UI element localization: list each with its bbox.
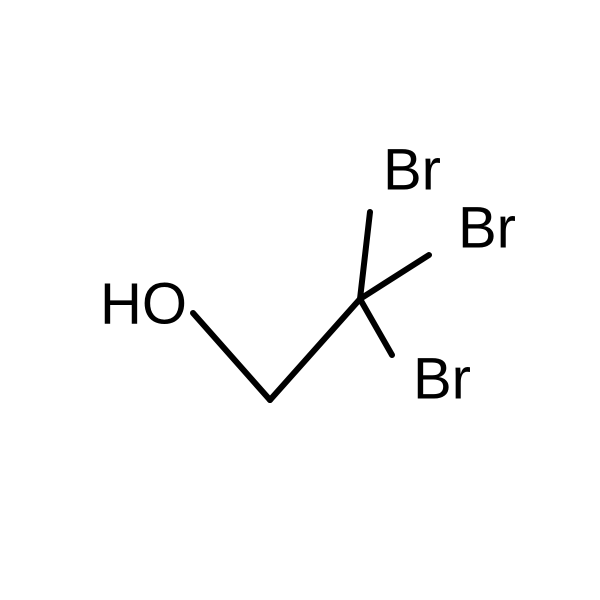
molecule-diagram: HO Br Br Br: [0, 0, 600, 600]
bond-4: [360, 299, 392, 355]
bond-1: [270, 299, 360, 400]
atom-label-br3: Br: [413, 346, 471, 411]
atom-label-br2: Br: [458, 195, 516, 260]
bond-0: [193, 313, 270, 400]
atom-label-oh: HO: [100, 271, 187, 336]
bonds-group: [193, 212, 429, 400]
bond-3: [360, 255, 429, 299]
atom-label-br1: Br: [383, 137, 441, 202]
atom-labels-group: HO Br Br Br: [100, 137, 516, 411]
bond-2: [360, 212, 370, 299]
